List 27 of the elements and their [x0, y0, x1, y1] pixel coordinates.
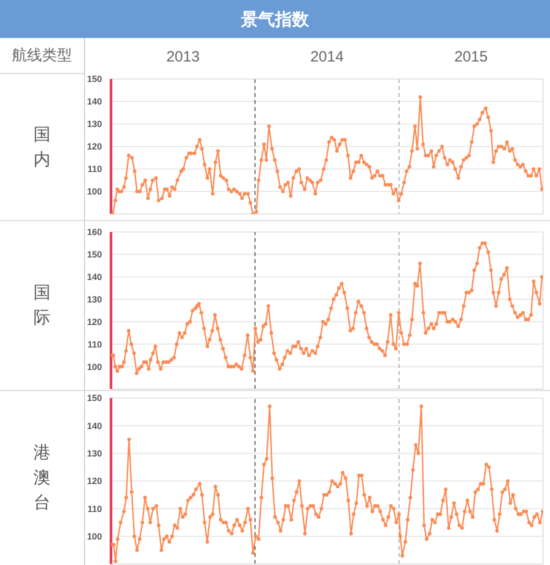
- text: 航线类型: [11, 46, 73, 66]
- y-axis-title: 国内: [33, 124, 51, 170]
- y-tick-label: 160: [86, 227, 102, 238]
- y-tick-label: 110: [87, 339, 102, 350]
- y-tick-label: 150: [86, 74, 102, 84]
- y-tick-label: 120: [86, 316, 102, 327]
- y-tick-label: 130: [86, 119, 102, 130]
- x-tick-label: 2013: [166, 48, 200, 66]
- x-tick-label: 2015: [454, 48, 488, 66]
- y-tick-label: 110: [87, 504, 102, 514]
- y-tick-label: 130: [86, 294, 102, 304]
- y-tick-label: 110: [87, 164, 102, 174]
- y-tick-label: 150: [86, 250, 102, 260]
- y-tick-label: 150: [86, 393, 102, 404]
- y-tick-label: 140: [86, 96, 102, 107]
- y-axis-title: 国际: [33, 282, 51, 329]
- y-tick-label: 120: [86, 476, 102, 486]
- chart-title: 景气指数: [0, 0, 550, 38]
- y-tick-label: 100: [86, 186, 102, 197]
- y-tick-label: 140: [86, 272, 102, 282]
- y-tick-label: 140: [86, 420, 102, 431]
- y-tick-label: 130: [86, 448, 102, 459]
- y-tick-label: 100: [86, 532, 102, 542]
- y-tick-label: 100: [86, 362, 102, 372]
- x-tick-label: 2014: [310, 48, 344, 66]
- y-tick-label: 120: [86, 142, 102, 152]
- y-axis-title: 港澳台: [33, 442, 51, 514]
